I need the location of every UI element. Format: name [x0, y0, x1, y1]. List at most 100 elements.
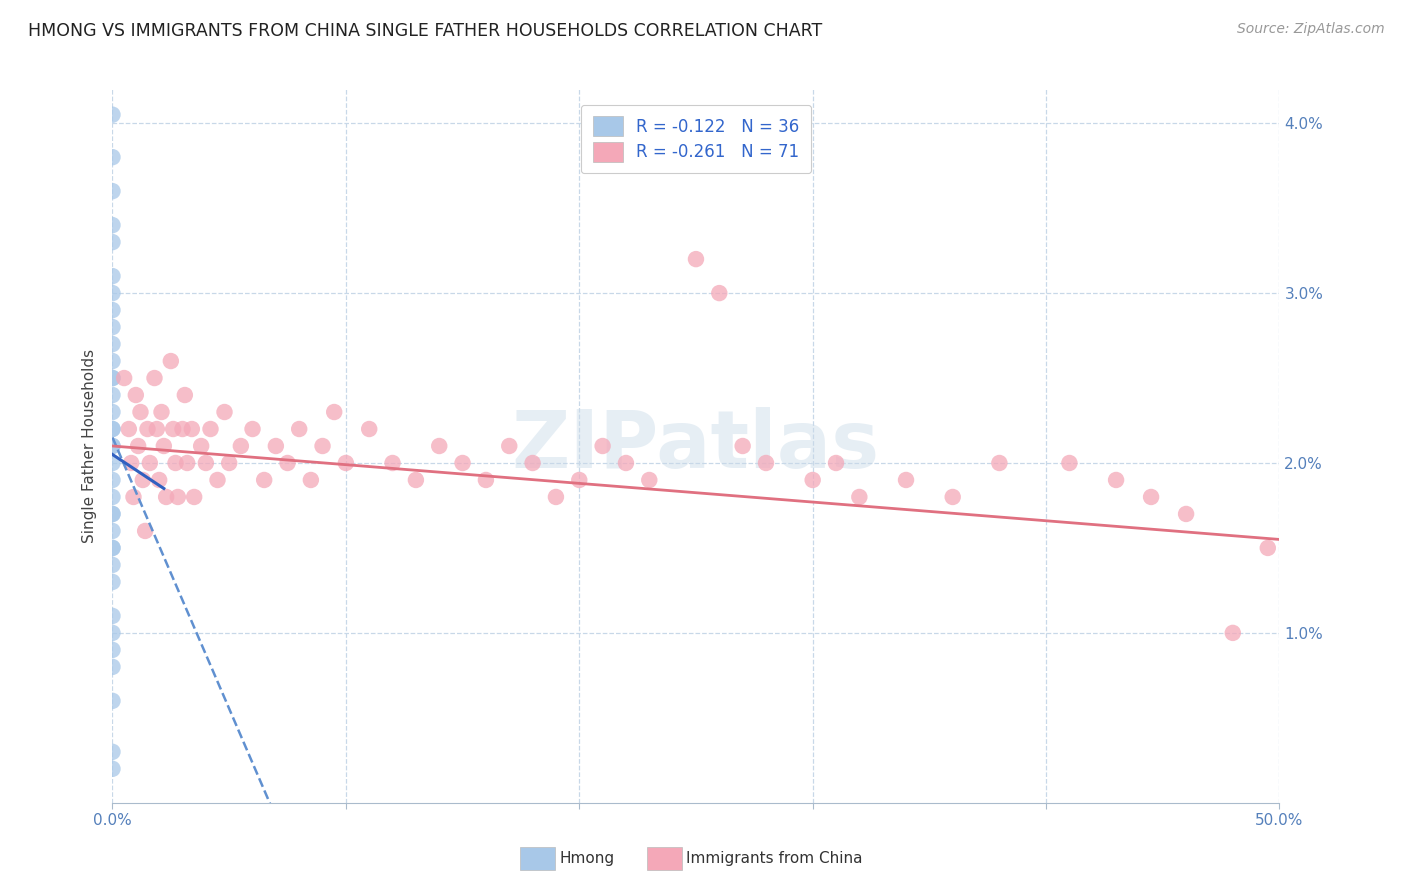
- Point: [101, 337, 124, 351]
- Point: [988, 456, 1011, 470]
- Point: [180, 422, 202, 436]
- Point: [101, 473, 124, 487]
- Point: [101, 371, 124, 385]
- Point: [101, 643, 124, 657]
- Point: [801, 473, 824, 487]
- Point: [172, 422, 194, 436]
- Point: [1222, 626, 1244, 640]
- Point: [568, 473, 591, 487]
- Point: [155, 490, 177, 504]
- Point: [614, 456, 637, 470]
- Point: [825, 456, 848, 470]
- Point: [299, 473, 322, 487]
- Point: [475, 473, 498, 487]
- Point: [194, 456, 217, 470]
- Point: [132, 473, 155, 487]
- Point: [101, 405, 124, 419]
- Point: [101, 235, 124, 249]
- Point: [323, 405, 346, 419]
- Point: [685, 252, 707, 266]
- Point: [122, 490, 145, 504]
- Point: [522, 456, 544, 470]
- Point: [218, 456, 240, 470]
- Point: [150, 405, 173, 419]
- Point: [101, 608, 124, 623]
- Point: [311, 439, 333, 453]
- Point: [242, 422, 264, 436]
- Point: [129, 405, 152, 419]
- Point: [101, 371, 124, 385]
- Text: Immigrants from China: Immigrants from China: [686, 852, 863, 866]
- Point: [165, 456, 187, 470]
- Point: [101, 439, 124, 453]
- Point: [101, 286, 124, 301]
- Point: [638, 473, 661, 487]
- Point: [139, 456, 162, 470]
- Point: [544, 490, 567, 504]
- Point: [162, 422, 184, 436]
- Text: ZIPatlas: ZIPatlas: [512, 407, 880, 485]
- Point: [359, 422, 381, 436]
- Point: [153, 439, 176, 453]
- Point: [127, 439, 149, 453]
- Text: Source: ZipAtlas.com: Source: ZipAtlas.com: [1237, 22, 1385, 37]
- Point: [101, 626, 124, 640]
- Point: [381, 456, 404, 470]
- Point: [101, 388, 124, 402]
- Point: [136, 422, 159, 436]
- Point: [451, 456, 474, 470]
- Point: [1059, 456, 1081, 470]
- Point: [101, 439, 124, 453]
- Point: [101, 218, 124, 232]
- Legend: R = -0.122   N = 36, R = -0.261   N = 71: R = -0.122 N = 36, R = -0.261 N = 71: [581, 104, 811, 173]
- Point: [200, 422, 222, 436]
- Point: [166, 490, 188, 504]
- Point: [101, 507, 124, 521]
- Point: [101, 422, 124, 436]
- Point: [731, 439, 754, 453]
- Point: [253, 473, 276, 487]
- Point: [101, 541, 124, 555]
- Point: [1105, 473, 1128, 487]
- Point: [101, 354, 124, 368]
- Point: [335, 456, 357, 470]
- Point: [176, 456, 198, 470]
- Point: [173, 388, 195, 402]
- Point: [101, 303, 124, 318]
- Point: [207, 473, 229, 487]
- Point: [101, 558, 124, 572]
- Point: [101, 456, 124, 470]
- Point: [183, 490, 205, 504]
- Point: [1257, 541, 1279, 555]
- Point: [101, 574, 124, 589]
- Point: [148, 473, 170, 487]
- Point: [101, 269, 124, 284]
- Point: [125, 388, 148, 402]
- Point: [214, 405, 236, 419]
- Point: [848, 490, 870, 504]
- Point: [894, 473, 917, 487]
- Point: [101, 745, 124, 759]
- Point: [190, 439, 212, 453]
- Y-axis label: Single Father Households: Single Father Households: [82, 349, 97, 543]
- Point: [592, 439, 614, 453]
- Point: [101, 490, 124, 504]
- Point: [1175, 507, 1198, 521]
- Point: [120, 456, 142, 470]
- Point: [143, 371, 166, 385]
- Point: [498, 439, 520, 453]
- Point: [101, 422, 124, 436]
- Point: [134, 524, 156, 538]
- Point: [101, 694, 124, 708]
- Point: [101, 184, 124, 198]
- Point: [229, 439, 252, 453]
- Point: [101, 150, 124, 164]
- Point: [160, 354, 183, 368]
- Point: [101, 507, 124, 521]
- Point: [146, 422, 169, 436]
- Point: [405, 473, 427, 487]
- Point: [942, 490, 965, 504]
- Point: [755, 456, 778, 470]
- Point: [427, 439, 450, 453]
- Point: [101, 541, 124, 555]
